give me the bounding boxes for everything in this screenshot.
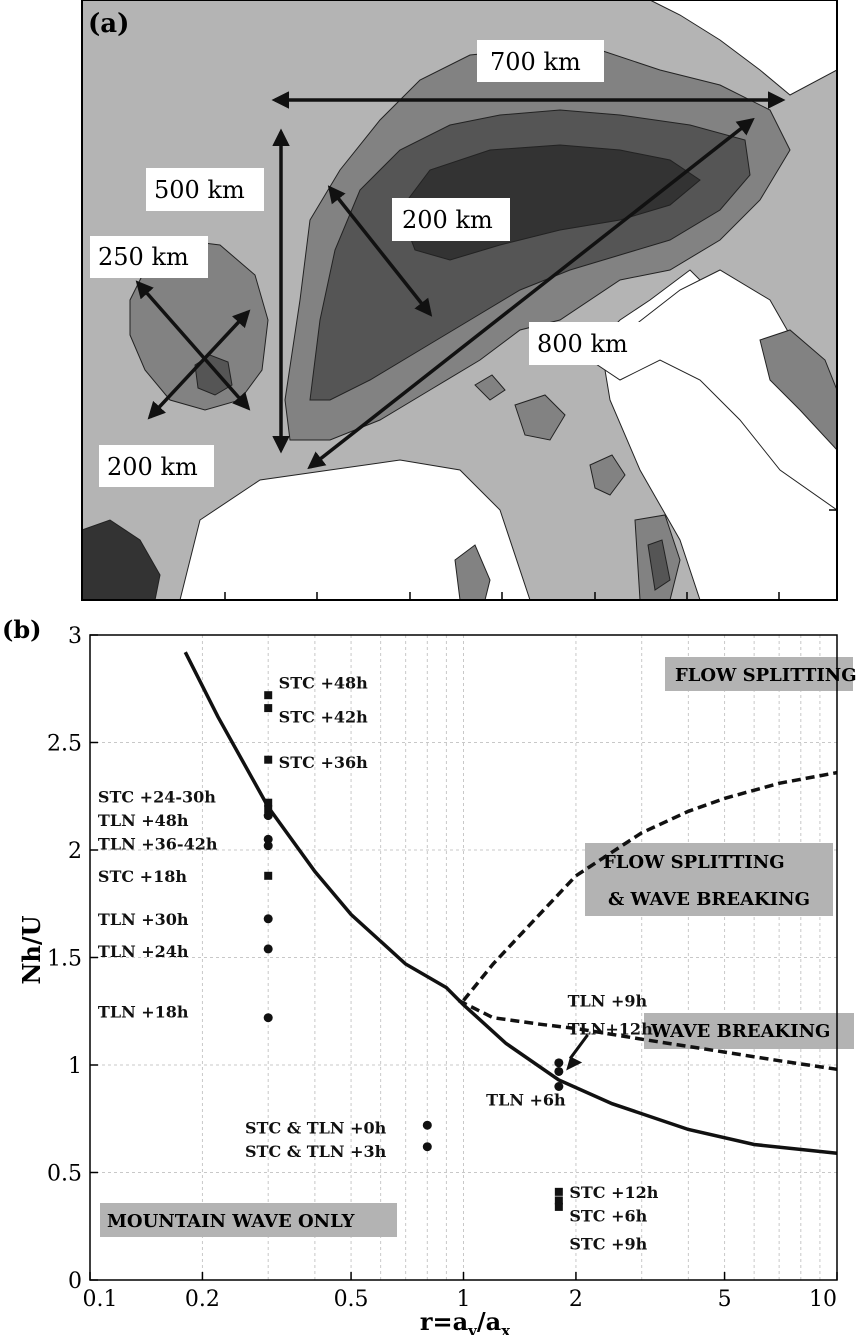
y-tick-label-0: 0 — [68, 1269, 82, 1294]
point-label-8: TLN +24h — [98, 942, 189, 961]
chart-grid — [90, 635, 837, 1280]
panel-b-regime-diagram: (b) FLOW SPLITTING FLOW SPLITTING & WAVE… — [2, 615, 857, 1335]
chart-regions: FLOW SPLITTING FLOW SPLITTING & WAVE BRE… — [100, 657, 857, 1237]
annotation-arrowhead — [566, 1056, 583, 1071]
point-square-18 — [554, 1196, 563, 1205]
region-wave-breaking-box — [644, 1013, 854, 1049]
annotation-200km-a: 200 km — [402, 206, 493, 234]
contour-blob-5 — [647, 539, 671, 591]
svg-text:r=ay/ax: r=ay/ax — [420, 1307, 511, 1335]
curve-solid-0 — [183, 651, 838, 1155]
x-axis-label: r=ay/ax — [420, 1307, 511, 1335]
x-tick-label-3: 1 — [457, 1287, 471, 1312]
point-circle-6 — [263, 811, 273, 821]
point-square-19 — [554, 1202, 563, 1211]
chart-axes: 0 0.5 1 1.5 2 2.5 3 0.1 0.2 0.5 1 2 5 10 — [47, 624, 838, 1312]
chart-points — [263, 691, 564, 1211]
point-circle-9 — [263, 914, 273, 924]
point-square-1 — [264, 704, 273, 713]
region-fs-wb-line2: & WAVE BREAKING — [608, 889, 810, 910]
point-label-12: TLN +9h — [568, 992, 648, 1011]
point-label-15: STC +12h — [569, 1183, 658, 1202]
point-label-5: TLN +36-42h — [98, 835, 218, 854]
annotation-500km: 500 km — [154, 176, 245, 204]
curve-dashed-2 — [457, 998, 838, 1072]
x-tick-label-0: 0.1 — [83, 1287, 118, 1312]
region-mountain-wave-only: MOUNTAIN WAVE ONLY — [107, 1211, 356, 1232]
point-circle-7 — [263, 834, 273, 844]
x-tick-label-1: 0.2 — [185, 1287, 220, 1312]
annotation-250km: 250 km — [98, 243, 189, 271]
point-square-2 — [264, 755, 273, 764]
point-circle-15 — [554, 1066, 564, 1076]
panel-a-label: (a) — [88, 9, 129, 39]
point-circle-10 — [263, 944, 273, 954]
point-label-4: TLN +48h — [98, 811, 189, 830]
point-square-5 — [264, 871, 273, 880]
annotation-200km-b: 200 km — [107, 453, 198, 481]
point-label-6: STC +18h — [98, 867, 187, 886]
region-fs-wb-line1: FLOW SPLITTING — [603, 852, 785, 873]
y-tick-label-5: 2.5 — [47, 732, 82, 757]
point-circle-14 — [554, 1058, 564, 1068]
annotation-arrow — [568, 1034, 589, 1060]
point-circle-13 — [422, 1142, 432, 1152]
point-label-10: STC & TLN +0h — [245, 1118, 387, 1137]
x-tick-label-5: 5 — [718, 1287, 732, 1312]
point-label-1: STC +42h — [279, 708, 368, 727]
panel-b-label: (b) — [2, 615, 42, 644]
curve-dashed-1 — [462, 770, 838, 1002]
panel-a-labels: (a) 700 km 500 km 200 km 250 km 800 km 2… — [84, 2, 647, 487]
point-label-7: TLN +30h — [98, 910, 189, 929]
region-mountain-wave-box — [100, 1203, 397, 1237]
point-label-17: STC +9h — [569, 1234, 647, 1253]
region-fs-wb-box — [585, 843, 833, 916]
annotation-700km: 700 km — [490, 48, 581, 76]
region-flow-splitting-box — [665, 657, 853, 691]
annotation-800km: 800 km — [537, 330, 628, 358]
panel-a-ticks — [224, 509, 837, 600]
region-wave-breaking: WAVE BREAKING — [650, 1021, 830, 1042]
y-tick-label-6: 3 — [68, 624, 82, 649]
chart-arrow — [566, 1034, 589, 1071]
panel-a-frame — [81, 0, 838, 601]
point-label-0: STC +48h — [279, 673, 368, 692]
point-circle-11 — [263, 1013, 273, 1023]
point-label-11: STC & TLN +3h — [245, 1142, 387, 1161]
point-circle-12 — [422, 1120, 432, 1130]
contour-blob-7 — [454, 544, 491, 601]
point-square-0 — [264, 691, 273, 700]
chart-point-labels: STC +48h STC +42h STC +36h STC +24-30h TLN +… — [98, 673, 659, 1253]
point-label-2: STC +36h — [279, 753, 368, 772]
point-label-14: TLN +6h — [486, 1090, 566, 1109]
panel-a-arrows — [135, 91, 786, 470]
point-circle-16 — [554, 1082, 564, 1091]
x-tick-label-2: 0.5 — [334, 1287, 369, 1312]
arrow-800km — [307, 117, 755, 470]
arrow-200km-b — [147, 309, 251, 420]
region-flow-splitting: FLOW SPLITTING — [675, 665, 857, 686]
point-square-4 — [264, 805, 273, 814]
chart-curves — [183, 651, 838, 1155]
x-tick-label-4: 2 — [569, 1287, 583, 1312]
y-axis-label: Nh/U — [17, 915, 46, 984]
point-label-13: TLN+12h — [568, 1019, 653, 1038]
point-square-3 — [264, 798, 273, 807]
panel-a-map: (a) 700 km 500 km 200 km 250 km 800 km 2… — [81, 0, 838, 601]
point-circle-8 — [263, 841, 273, 851]
x-tick-label-6: 10 — [809, 1287, 837, 1312]
point-label-9: TLN +18h — [98, 1002, 189, 1021]
y-tick-label-3: 1.5 — [47, 947, 82, 972]
point-square-17 — [554, 1187, 563, 1196]
y-tick-label-4: 2 — [68, 839, 82, 864]
y-tick-label-2: 1 — [68, 1054, 82, 1079]
y-tick-label-1: 0.5 — [47, 1162, 82, 1187]
point-label-16: STC +6h — [569, 1207, 647, 1226]
point-label-3: STC +24-30h — [98, 787, 216, 806]
